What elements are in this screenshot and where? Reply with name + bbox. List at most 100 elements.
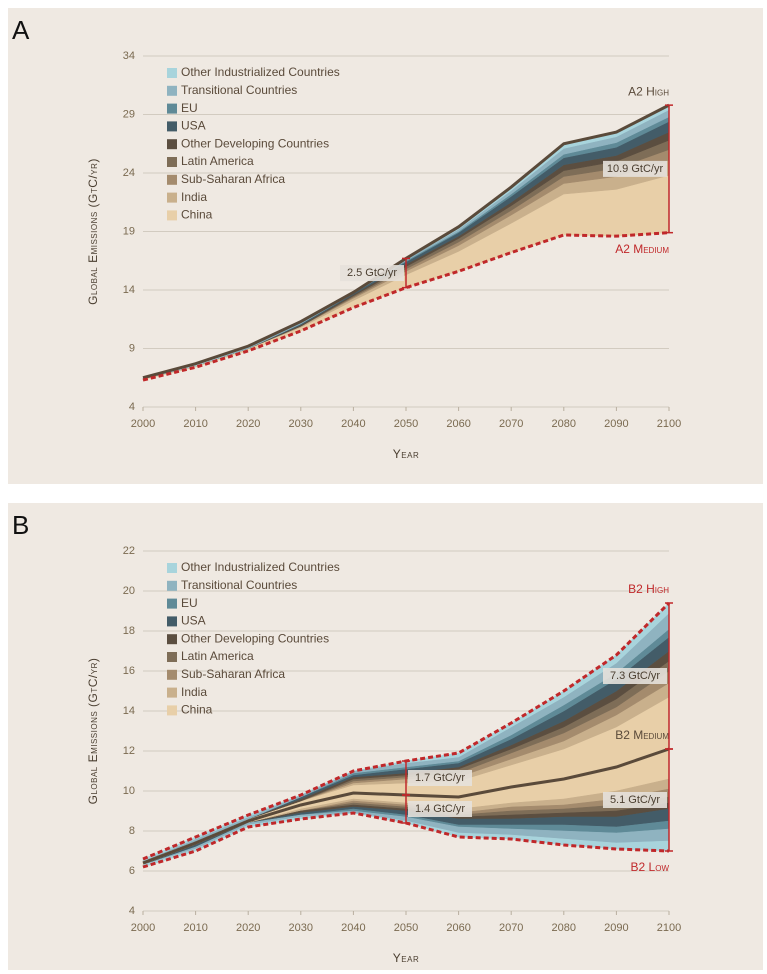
line — [142, 231, 670, 382]
legend-swatch — [167, 174, 177, 185]
x-tick-label: 2060 — [446, 418, 470, 430]
legend-label: USA — [181, 614, 206, 628]
legend-label: Other Developing Countries — [181, 631, 329, 645]
legend-swatch — [167, 68, 177, 78]
legend-swatch — [167, 580, 177, 591]
legend-swatch — [167, 210, 177, 221]
x-tick-label: 2000 — [131, 922, 155, 934]
legend-swatch — [167, 705, 177, 716]
y-tick-label: 24 — [123, 167, 135, 179]
x-tick-label: 2050 — [394, 418, 418, 430]
y-tick-label: 8 — [129, 825, 135, 837]
legend-label: Transitional Countries — [181, 83, 297, 97]
line-label: A2 High — [628, 84, 669, 98]
y-tick-label: 29 — [123, 108, 135, 120]
legend-label: EU — [181, 596, 198, 610]
y-tick-label: 4 — [129, 401, 135, 413]
y-axis-title: Global Emissions (GtC/yr) — [86, 158, 100, 305]
legend-swatch — [167, 139, 177, 150]
legend-swatch — [167, 687, 177, 698]
legend-swatch — [167, 157, 177, 167]
legend-label: India — [181, 190, 207, 204]
line-label: B2 Medium — [615, 728, 669, 742]
x-tick-label: 2030 — [289, 922, 313, 934]
x-tick-label: 2070 — [499, 418, 523, 430]
legend-label: Latin America — [181, 154, 254, 168]
legend-swatch — [167, 652, 177, 662]
y-tick-label: 34 — [123, 50, 135, 62]
y-tick-label: 16 — [123, 665, 135, 677]
x-tick-label: 2090 — [604, 922, 628, 934]
y-tick-label: 18 — [123, 625, 135, 637]
y-tick-label: 14 — [123, 705, 135, 717]
x-tick-label: 2040 — [341, 418, 365, 430]
legend-swatch — [167, 192, 177, 203]
legend-swatch — [167, 103, 177, 114]
legend-swatch — [167, 616, 177, 627]
y-tick-label: 20 — [123, 585, 135, 597]
range-label: 7.3 GtC/yr — [610, 670, 660, 682]
legend-label: China — [181, 703, 213, 717]
range-label: 5.1 GtC/yr — [610, 794, 660, 806]
legend-swatch — [167, 121, 177, 132]
note-box — [408, 770, 472, 786]
panel-letter: A — [12, 15, 30, 45]
legend-label: Latin America — [181, 649, 254, 663]
legend-swatch — [167, 598, 177, 609]
legend-swatch — [167, 634, 177, 645]
x-tick-label: 2020 — [236, 922, 260, 934]
legend-swatch — [167, 85, 177, 96]
legend-label: China — [181, 208, 213, 222]
legend-label: Other Industrialized Countries — [181, 560, 340, 574]
panel-background — [8, 8, 763, 484]
y-tick-label: 12 — [123, 745, 135, 757]
x-tick-label: 2080 — [552, 922, 576, 934]
x-tick-label: 2010 — [183, 418, 207, 430]
note-box — [408, 801, 472, 817]
legend-label: EU — [181, 101, 198, 115]
line-label: A2 Medium — [615, 242, 669, 256]
y-axis-title: Global Emissions (GtC/yr) — [86, 658, 100, 805]
x-tick-label: 2050 — [394, 922, 418, 934]
x-tick-label: 2070 — [499, 922, 523, 934]
legend-swatch — [167, 563, 177, 573]
y-tick-label: 4 — [129, 905, 135, 917]
y-tick-label: 14 — [123, 284, 135, 296]
legend-label: India — [181, 685, 207, 699]
legend-label: Transitional Countries — [181, 578, 297, 592]
x-tick-label: 2060 — [446, 922, 470, 934]
legend-label: Sub-Saharan Africa — [181, 667, 285, 681]
x-tick-label: 2010 — [183, 922, 207, 934]
note-box — [603, 160, 667, 177]
range-label: 1.4 GtC/yr — [415, 803, 465, 815]
x-tick-label: 2000 — [131, 418, 155, 430]
legend-swatch — [167, 669, 177, 680]
y-tick-label: 6 — [129, 865, 135, 877]
y-tick-label: 10 — [123, 785, 135, 797]
range-label: 2.5 GtC/yr — [347, 267, 397, 279]
x-tick-label: 2090 — [604, 418, 628, 430]
x-tick-label: 2100 — [657, 418, 681, 430]
range-label: 10.9 GtC/yr — [607, 163, 664, 175]
note-box — [340, 265, 404, 282]
y-tick-label: 19 — [123, 225, 135, 237]
x-tick-label: 2040 — [341, 922, 365, 934]
legend-label: Other Industrialized Countries — [181, 65, 340, 79]
y-tick-label: 22 — [123, 545, 135, 557]
x-tick-label: 2080 — [552, 418, 576, 430]
x-tick-label: 2100 — [657, 922, 681, 934]
range-label: 1.7 GtC/yr — [415, 772, 465, 784]
legend-label: USA — [181, 119, 206, 133]
x-tick-label: 2020 — [236, 418, 260, 430]
x-axis-title: Year — [393, 951, 419, 965]
panel-letter: B — [12, 510, 29, 540]
line-label: B2 Low — [631, 860, 670, 874]
legend-label: Other Developing Countries — [181, 136, 329, 150]
note-box — [603, 792, 667, 808]
x-axis-title: Year — [393, 447, 419, 461]
legend-label: Sub-Saharan Africa — [181, 172, 285, 186]
line-label: B2 High — [628, 582, 669, 596]
y-tick-label: 9 — [129, 342, 135, 354]
x-tick-label: 2030 — [289, 418, 313, 430]
